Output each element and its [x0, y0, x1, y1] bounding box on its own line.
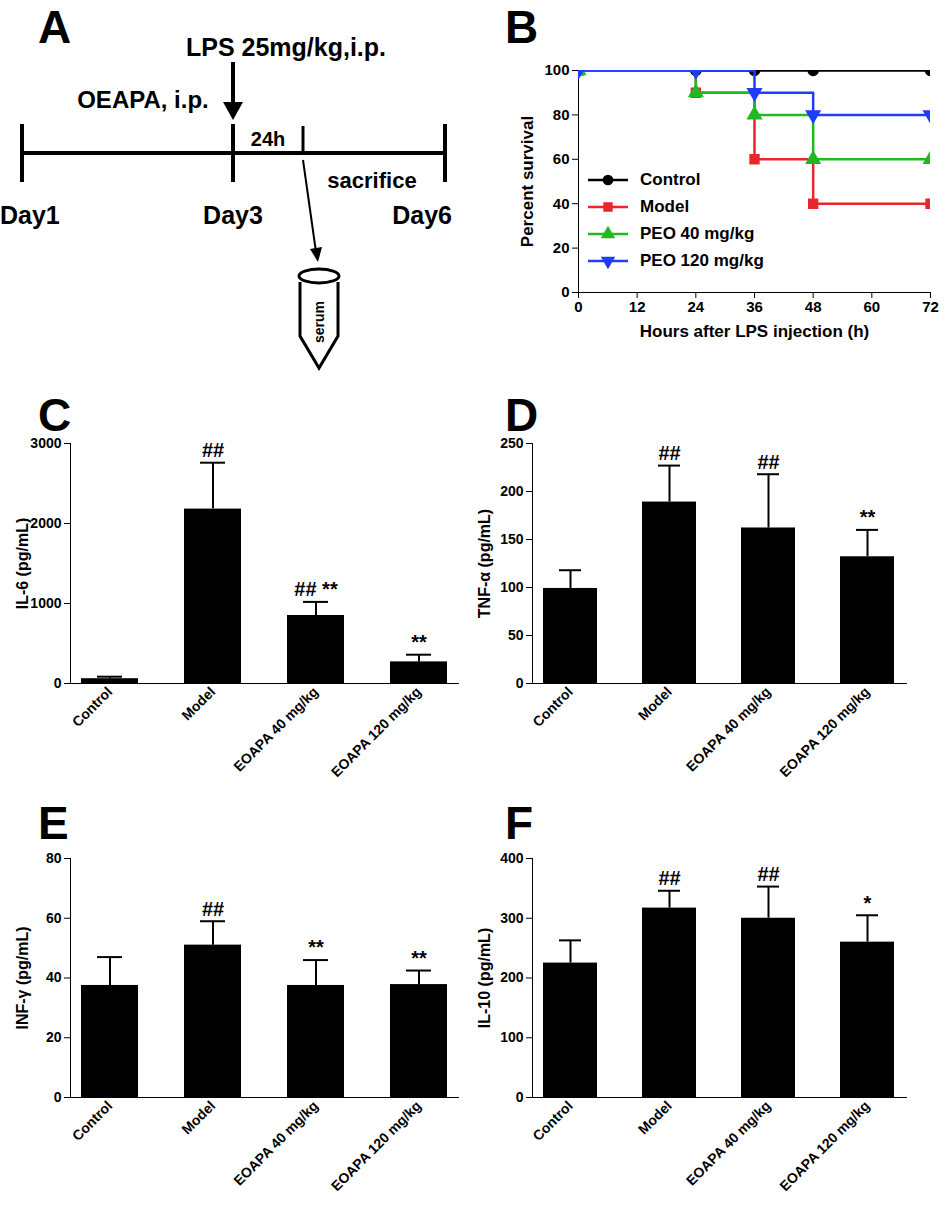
- svg-text:0: 0: [561, 283, 569, 300]
- svg-text:100: 100: [500, 579, 524, 595]
- svg-text:TNF-α (pg/mL): TNF-α (pg/mL): [476, 509, 493, 618]
- svg-text:80: 80: [553, 106, 570, 123]
- svg-text:Model: Model: [635, 1097, 675, 1137]
- svg-text:Day3: Day3: [203, 201, 263, 229]
- svg-text:2000: 2000: [30, 515, 61, 531]
- svg-text:Model: Model: [178, 683, 218, 723]
- svg-text:300: 300: [500, 910, 524, 926]
- svg-text:60: 60: [46, 910, 62, 926]
- svg-text:EOAPA 40 mg/kg: EOAPA 40 mg/kg: [683, 1097, 774, 1188]
- svg-text:Control: Control: [69, 683, 116, 730]
- svg-text:200: 200: [500, 483, 524, 499]
- svg-text:36: 36: [746, 298, 763, 315]
- html-text:Control: Control: [640, 169, 701, 189]
- svg-text:20: 20: [553, 239, 570, 256]
- svg-text:Control: Control: [69, 1097, 116, 1144]
- svg-text:EOAPA 120 mg/kg: EOAPA 120 mg/kg: [776, 683, 873, 780]
- html-text:D: D: [505, 389, 539, 441]
- svg-text:Hours after LPS injection (h): Hours after LPS injection (h): [640, 322, 870, 341]
- svg-text:EOAPA 120 mg/kg: EOAPA 120 mg/kg: [328, 683, 425, 780]
- svg-text:0: 0: [516, 1089, 524, 1105]
- svg-text:IL-6 (pg/mL): IL-6 (pg/mL): [14, 518, 31, 610]
- svg-text:Control: Control: [529, 1097, 576, 1144]
- svg-text:0: 0: [516, 675, 524, 691]
- svg-text:0: 0: [574, 298, 582, 315]
- svg-text:12: 12: [629, 298, 646, 315]
- svg-text:INF-γ (pg/mL): INF-γ (pg/mL): [14, 926, 31, 1029]
- svg-text:EOAPA 40 mg/kg: EOAPA 40 mg/kg: [230, 1097, 321, 1188]
- svg-text:80: 80: [46, 850, 62, 866]
- svg-text:0: 0: [54, 1089, 62, 1105]
- svg-text:##: ##: [202, 898, 224, 920]
- svg-text:##: ##: [757, 451, 779, 473]
- svg-text:**: **: [860, 506, 876, 528]
- svg-text:IL-10 (pg/mL): IL-10 (pg/mL): [476, 928, 493, 1028]
- svg-text:48: 48: [805, 298, 822, 315]
- svg-text:50: 50: [508, 627, 524, 643]
- svg-text:150: 150: [500, 531, 524, 547]
- svg-text:60: 60: [553, 150, 570, 167]
- svg-text:250: 250: [500, 435, 524, 451]
- svg-text:Day6: Day6: [392, 201, 452, 229]
- svg-text:EOAPA 40 mg/kg: EOAPA 40 mg/kg: [230, 683, 321, 774]
- svg-text:**: **: [411, 947, 427, 969]
- svg-text:LPS 25mg/kg,i.p.: LPS 25mg/kg,i.p.: [186, 33, 386, 61]
- html-text:C: C: [38, 389, 72, 441]
- svg-text:##: ##: [658, 442, 680, 464]
- svg-text:3000: 3000: [30, 435, 61, 451]
- svg-text:40: 40: [553, 195, 570, 212]
- html-text:PEO 120 mg/kg: PEO 120 mg/kg: [640, 250, 764, 270]
- html-text:F: F: [505, 797, 534, 849]
- svg-text:20: 20: [46, 1029, 62, 1045]
- svg-text:Control: Control: [529, 683, 576, 730]
- svg-text:**: **: [308, 936, 324, 958]
- html-text:Model: Model: [640, 196, 690, 216]
- svg-text:EOAPA 120 mg/kg: EOAPA 120 mg/kg: [776, 1097, 873, 1194]
- html-text:B: B: [505, 1, 539, 53]
- svg-text:100: 100: [500, 1029, 524, 1045]
- svg-text:##: ##: [202, 439, 224, 461]
- svg-text:24h: 24h: [251, 128, 285, 150]
- svg-text:*: *: [864, 892, 872, 914]
- svg-text:24: 24: [687, 298, 704, 315]
- svg-text:Model: Model: [635, 683, 675, 723]
- svg-text:200: 200: [500, 969, 524, 985]
- svg-text:**: **: [411, 631, 427, 653]
- svg-text:Day1: Day1: [0, 201, 60, 229]
- html-text:E: E: [38, 797, 69, 849]
- svg-text:100: 100: [544, 61, 569, 78]
- svg-text:EOAPA 40 mg/kg: EOAPA 40 mg/kg: [683, 683, 774, 774]
- svg-text:Percent survival: Percent survival: [518, 116, 537, 247]
- svg-text:serum: serum: [311, 301, 327, 343]
- svg-text:##: ##: [757, 863, 779, 885]
- svg-text:1000: 1000: [30, 595, 61, 611]
- svg-text:## **: ## **: [294, 578, 338, 600]
- svg-text:400: 400: [500, 850, 524, 866]
- svg-text:##: ##: [658, 867, 680, 889]
- svg-text:40: 40: [46, 969, 62, 985]
- svg-text:0: 0: [54, 675, 62, 691]
- svg-text:72: 72: [922, 298, 939, 315]
- html-text:A: A: [38, 1, 72, 53]
- svg-text:OEAPA, i.p.: OEAPA, i.p.: [77, 86, 209, 113]
- html-text:PEO 40 mg/kg: PEO 40 mg/kg: [640, 223, 755, 243]
- svg-text:EOAPA 120 mg/kg: EOAPA 120 mg/kg: [328, 1097, 425, 1194]
- svg-text:60: 60: [863, 298, 880, 315]
- svg-text:Model: Model: [178, 1097, 218, 1137]
- svg-text:sacrifice: sacrifice: [327, 168, 416, 193]
